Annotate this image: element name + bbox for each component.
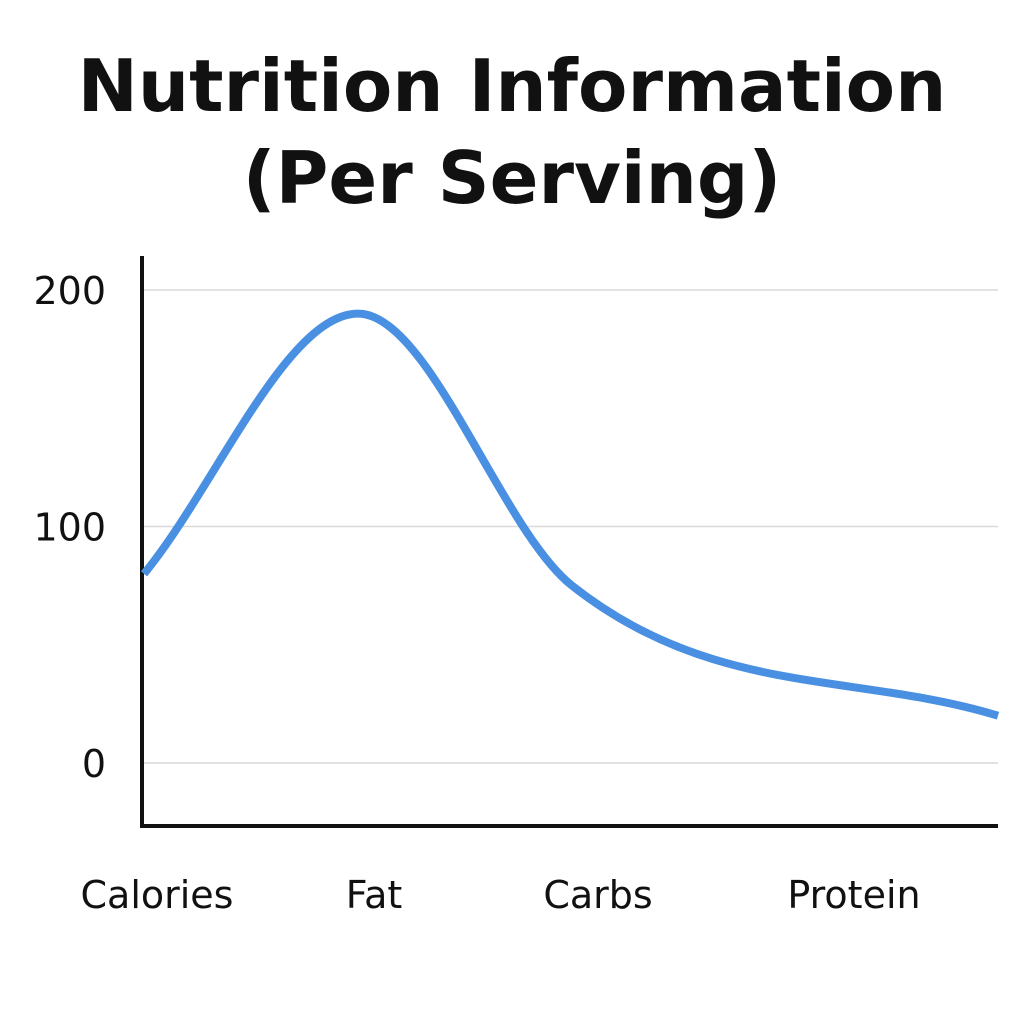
y-tick-label-100: 100 xyxy=(33,506,106,550)
chart-title-line-1: Nutrition Information xyxy=(77,44,947,128)
x-tick-label-carbs: Carbs xyxy=(543,873,652,917)
chart-title: Nutrition Information (Per Serving) xyxy=(0,40,1024,224)
gridlines xyxy=(144,289,998,764)
axes xyxy=(140,256,998,828)
x-tick-labels: Calories Fat Carbs Protein xyxy=(81,873,921,917)
chart-title-line-2: (Per Serving) xyxy=(242,136,782,220)
x-tick-label-calories: Calories xyxy=(81,873,234,917)
x-tick-label-fat: Fat xyxy=(346,873,403,917)
series xyxy=(140,309,1000,720)
series-line-0 xyxy=(140,309,1000,720)
y-tick-label-0: 0 xyxy=(82,742,106,786)
y-tick-labels: 0 100 200 xyxy=(33,269,106,786)
x-tick-label-protein: Protein xyxy=(787,873,920,917)
y-tick-label-200: 200 xyxy=(33,269,106,313)
